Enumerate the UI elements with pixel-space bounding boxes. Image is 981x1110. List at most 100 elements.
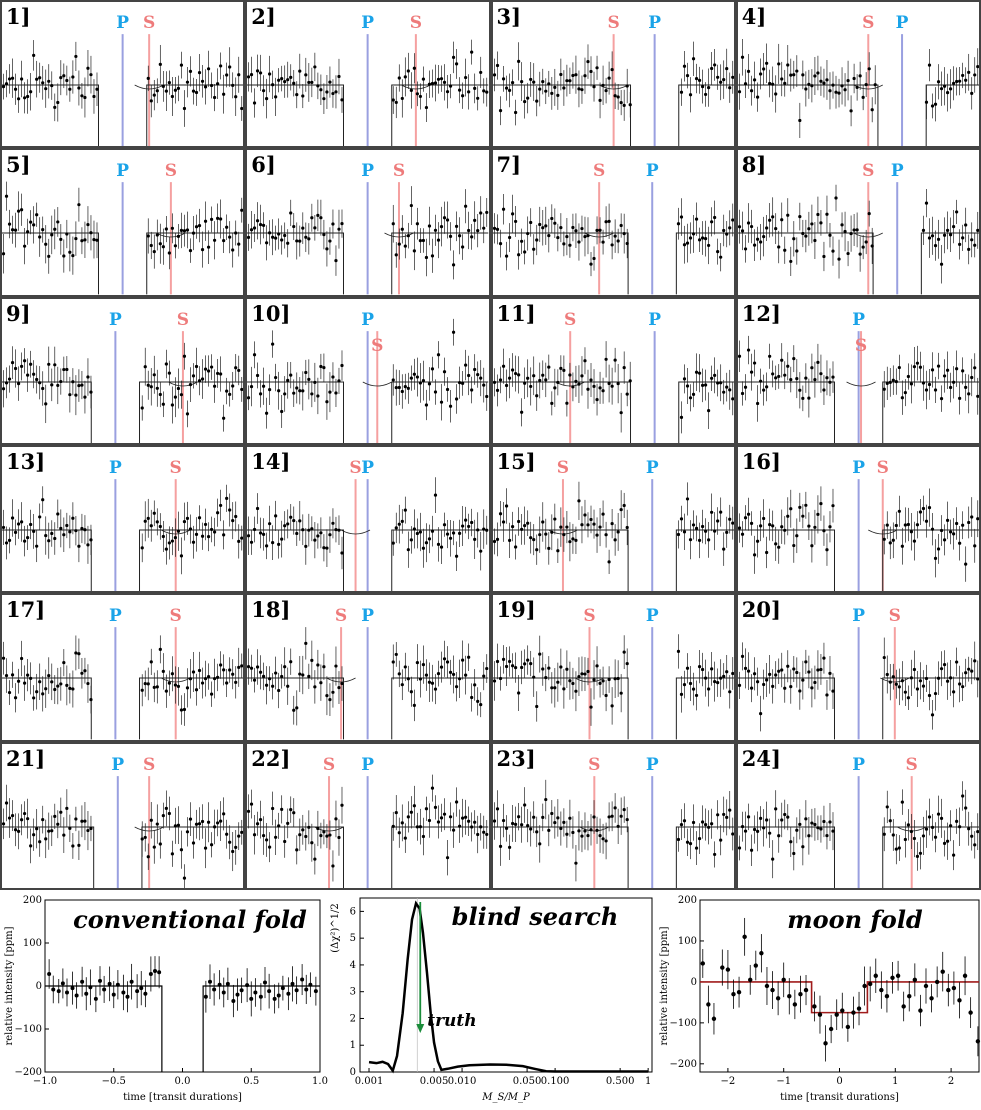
data-point [588, 262, 593, 267]
data-point [619, 508, 623, 512]
data-point [316, 534, 320, 538]
data-point [406, 814, 411, 819]
data-point [549, 91, 553, 95]
data-point [443, 523, 447, 527]
moon-dip-model [867, 529, 898, 535]
data-point [286, 684, 290, 689]
data-point [234, 231, 238, 235]
x-tick-label: 0.500 [606, 1076, 635, 1087]
data-point [540, 815, 544, 819]
data-point [428, 818, 432, 822]
data-point [519, 527, 523, 531]
data-point [458, 531, 462, 535]
data-point [283, 234, 287, 238]
data-point [446, 532, 450, 536]
transit-model-line [2, 529, 244, 592]
y-tick-label: 3 [350, 987, 356, 998]
data-point [840, 84, 844, 88]
data-point [403, 244, 408, 249]
data-point [676, 650, 680, 654]
data-point [86, 682, 90, 686]
data-point [470, 235, 474, 239]
data-point [694, 217, 698, 222]
data-point [552, 820, 556, 824]
data-point [164, 227, 168, 231]
data-point [975, 829, 979, 833]
data-point [972, 659, 977, 663]
data-point [718, 838, 722, 842]
data-point [773, 673, 778, 677]
data-point [737, 526, 741, 530]
data-point [975, 394, 979, 398]
data-point [888, 380, 892, 384]
data-point [461, 658, 465, 662]
data-point [271, 235, 275, 240]
data-point [74, 529, 78, 533]
data-point [19, 657, 24, 661]
data-point [470, 388, 474, 392]
data-point [143, 682, 147, 686]
data-point [449, 84, 453, 88]
planet-label: P [116, 161, 129, 181]
data-point [703, 237, 707, 241]
data-point [540, 373, 544, 377]
data-point [10, 813, 15, 817]
data-point [513, 110, 517, 115]
data-point [969, 669, 974, 674]
data-point [930, 234, 934, 238]
data-point [307, 825, 311, 829]
data-point [44, 401, 48, 406]
data-point [403, 665, 408, 669]
data-point [730, 396, 734, 401]
data-point [570, 73, 575, 78]
data-point [963, 223, 968, 227]
data-point [543, 89, 547, 93]
data-point [240, 387, 244, 391]
data-point [225, 225, 229, 230]
data-point [966, 70, 971, 74]
data-point [715, 75, 719, 79]
data-point [864, 82, 868, 87]
planet-label: P [645, 161, 658, 181]
data-point [473, 683, 477, 687]
data-point [975, 65, 979, 69]
data-point [837, 91, 841, 95]
panel-number: 7] [496, 152, 522, 178]
data-point [143, 991, 148, 996]
data-point [185, 516, 190, 520]
data-point [479, 376, 483, 380]
data-point [721, 547, 725, 551]
data-point [606, 560, 611, 564]
data-point [813, 822, 817, 826]
data-point [313, 857, 317, 861]
data-point [688, 93, 692, 97]
data-point [234, 845, 238, 849]
data-point [38, 76, 42, 80]
data-point [730, 832, 734, 836]
data-point [268, 677, 272, 681]
data-point [328, 533, 332, 537]
data-point [280, 986, 285, 991]
data-point [501, 77, 505, 81]
data-point [50, 828, 54, 833]
data-point [736, 989, 742, 995]
planet-label: P [116, 13, 129, 33]
data-point [265, 411, 269, 415]
data-point [301, 388, 305, 393]
x-tick-label: 2 [948, 1076, 954, 1087]
data-point [888, 818, 892, 823]
data-point [167, 681, 171, 686]
data-point [152, 93, 156, 97]
data-point [334, 390, 338, 395]
data-point [185, 411, 190, 416]
data-point [191, 670, 196, 674]
data-point [416, 92, 420, 96]
data-point [969, 91, 974, 95]
data-point [419, 824, 423, 828]
data-point [197, 516, 202, 520]
y-tick-label: 2 [350, 1013, 356, 1024]
data-point [274, 514, 278, 518]
data-point [38, 839, 42, 843]
data-point [945, 839, 949, 843]
data-point [149, 660, 153, 664]
